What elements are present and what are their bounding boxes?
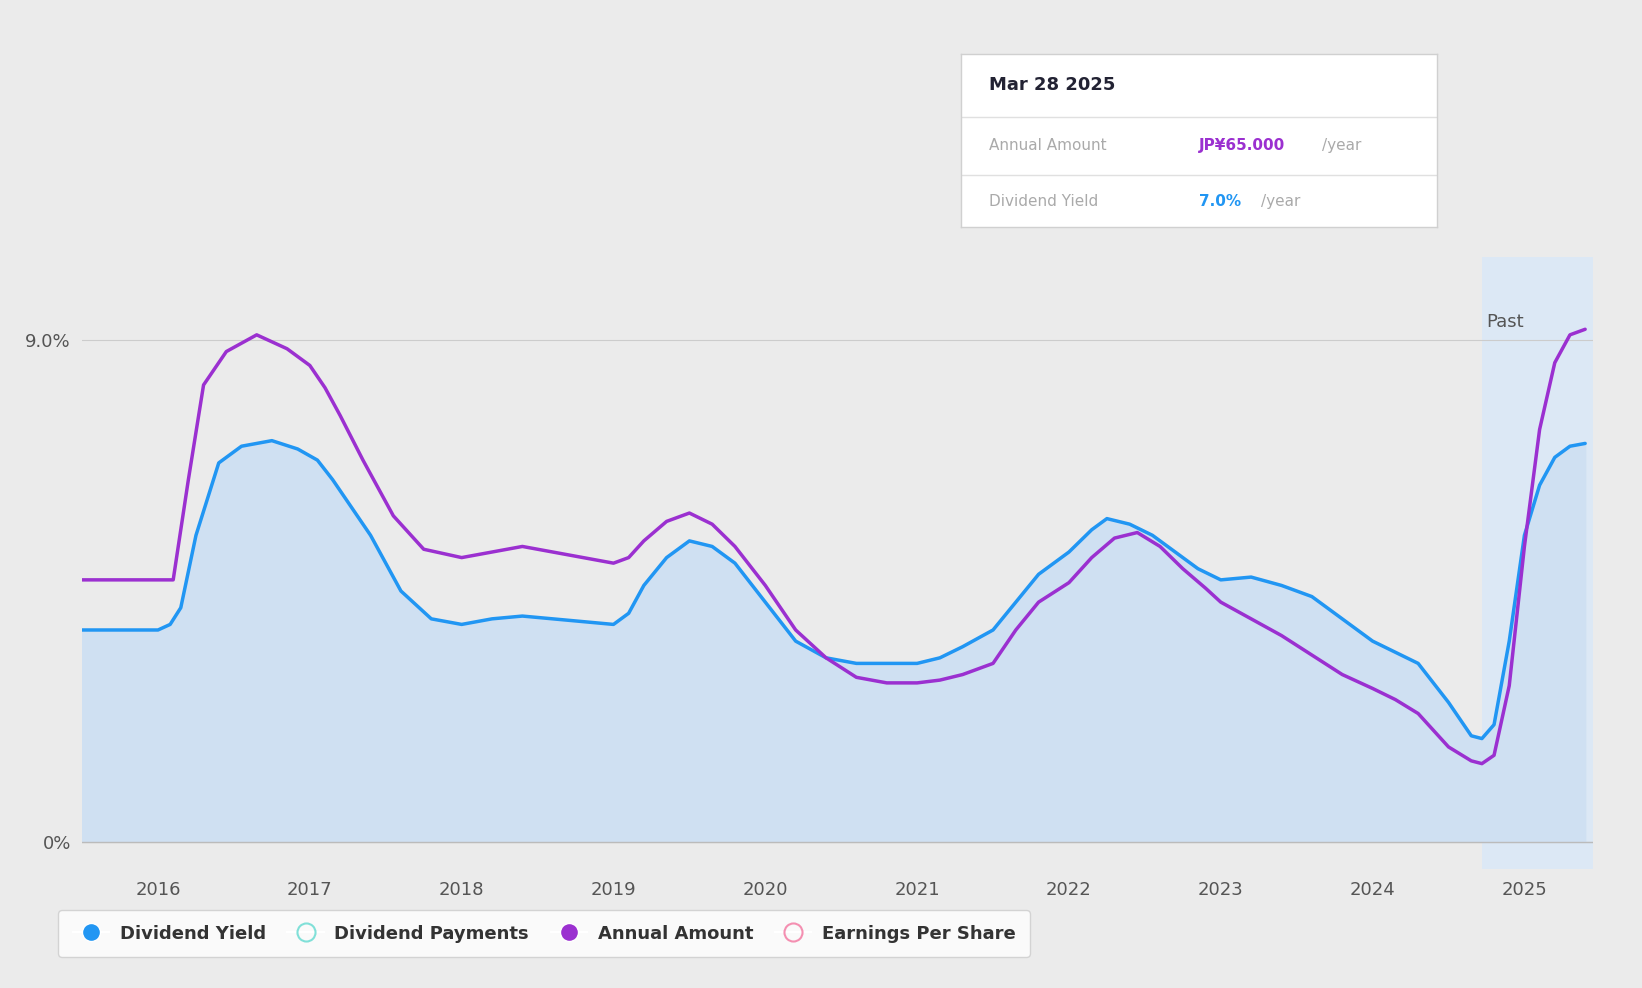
Text: 7.0%: 7.0% bbox=[1199, 194, 1241, 208]
Text: Dividend Yield: Dividend Yield bbox=[988, 194, 1098, 208]
Text: JP¥65.000: JP¥65.000 bbox=[1199, 138, 1286, 153]
Text: /year: /year bbox=[1261, 194, 1300, 208]
Text: /year: /year bbox=[1322, 138, 1361, 153]
Legend: Dividend Yield, Dividend Payments, Annual Amount, Earnings Per Share: Dividend Yield, Dividend Payments, Annua… bbox=[57, 910, 1030, 957]
Text: Mar 28 2025: Mar 28 2025 bbox=[988, 76, 1115, 95]
Bar bbox=[1483, 257, 1593, 869]
Text: Annual Amount: Annual Amount bbox=[988, 138, 1107, 153]
Text: Past: Past bbox=[1486, 312, 1524, 331]
